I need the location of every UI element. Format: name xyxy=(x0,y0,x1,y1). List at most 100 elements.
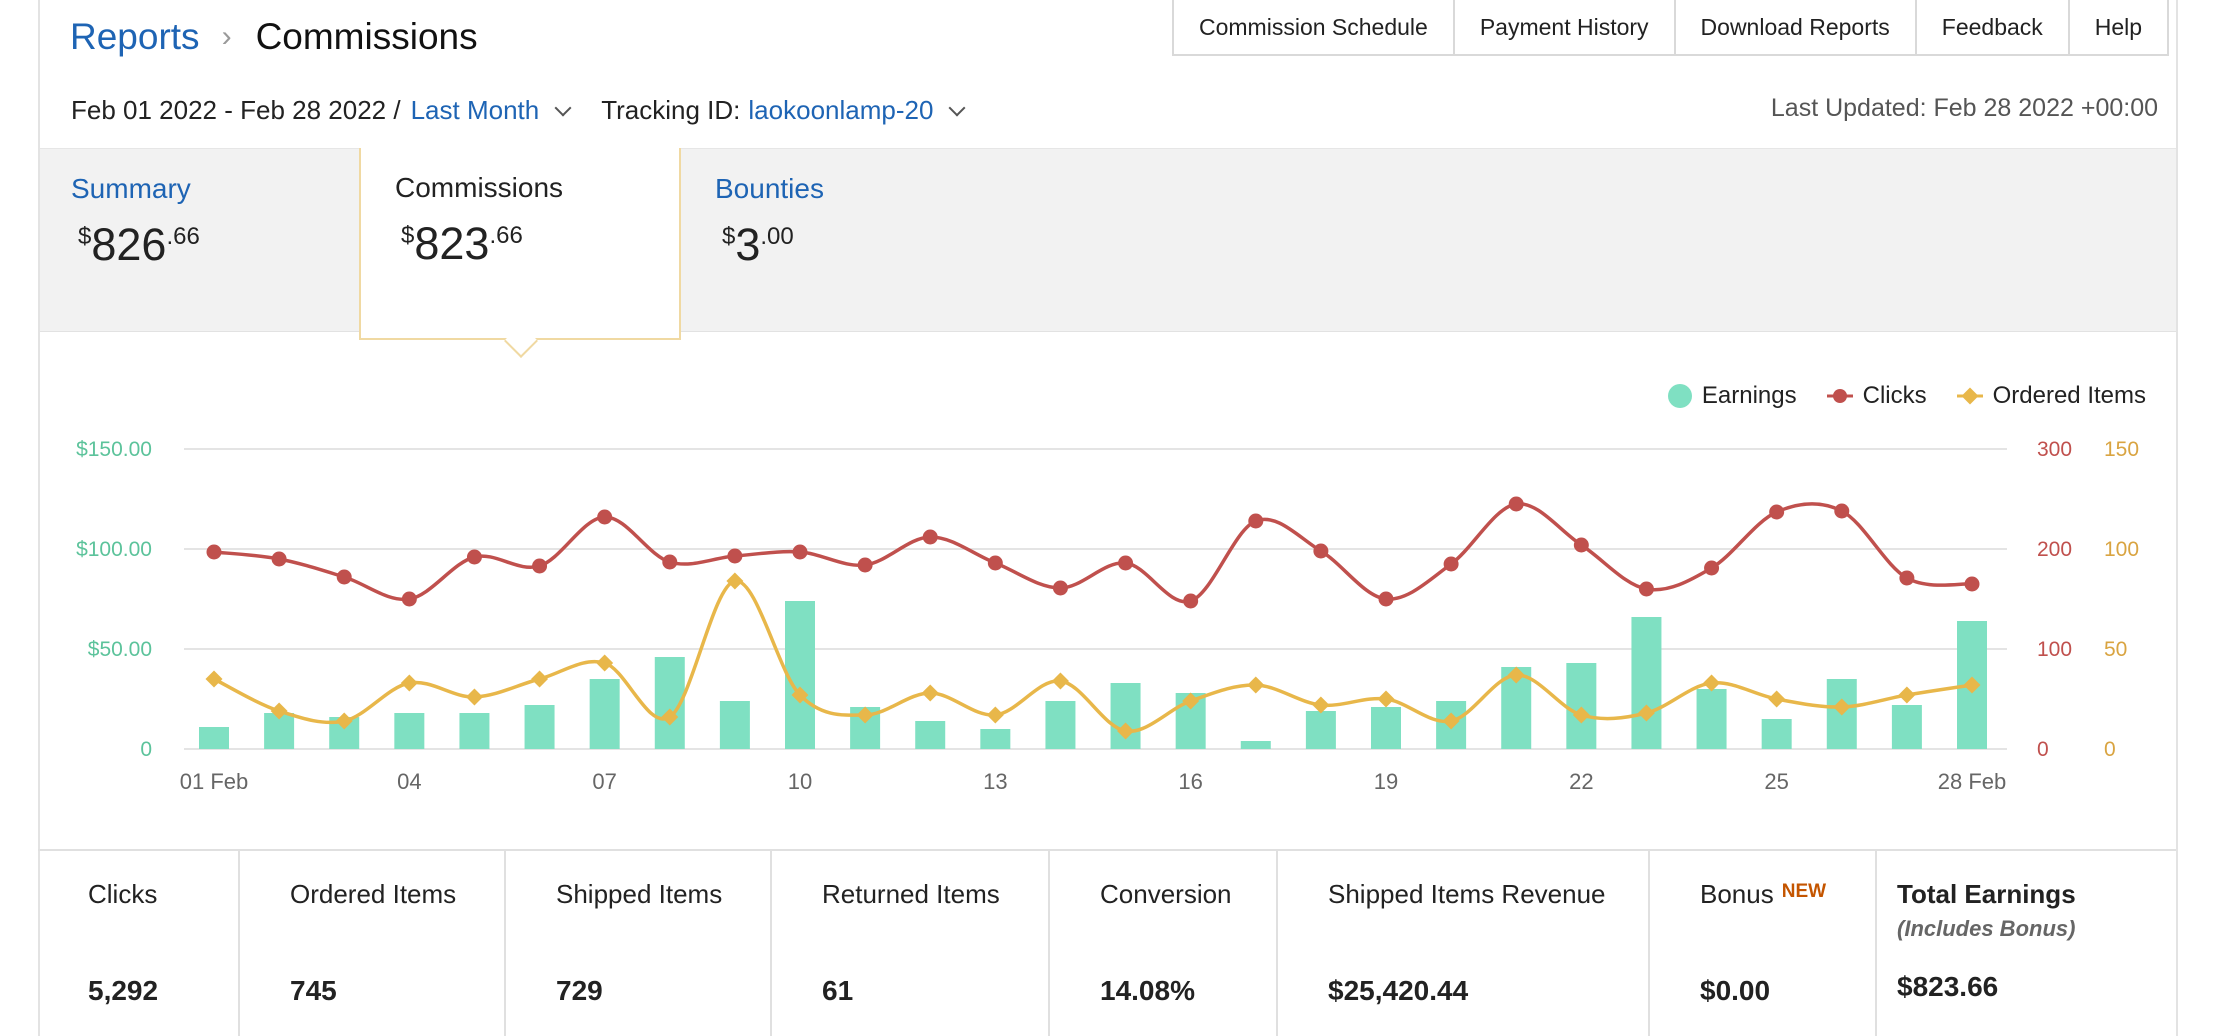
ordered-items-point xyxy=(335,712,353,730)
nav-help[interactable]: Help xyxy=(2094,13,2143,40)
ordered-items-point xyxy=(1312,696,1330,714)
legend-clicks[interactable]: Clicks xyxy=(1826,382,1927,410)
clicks-point xyxy=(1313,543,1329,559)
ordered-items-point xyxy=(1703,674,1721,692)
ordered-items-point xyxy=(1572,706,1590,724)
y-right-clicks-tick-label: 0 xyxy=(2037,738,2049,761)
legend-ordered-label: Ordered Items xyxy=(1992,382,2146,409)
ordered-items-point xyxy=(791,686,809,704)
last-updated: Last Updated: Feb 28 2022 +00:00 xyxy=(1770,94,2158,122)
ordered-items-point xyxy=(531,670,549,688)
nav-download-reports[interactable]: Download Reports xyxy=(1676,0,1917,54)
earnings-bar xyxy=(785,601,815,749)
stat-ordered-items: Ordered Items 745 xyxy=(240,851,506,1036)
x-tick-label: 25 xyxy=(1764,769,1788,794)
ordered-items-point xyxy=(1117,722,1135,740)
x-tick-label: 13 xyxy=(983,769,1007,794)
ordered-items-point xyxy=(465,688,483,706)
stat-clicks: Clicks 5,292 xyxy=(38,851,240,1036)
ordered-items-point xyxy=(1442,712,1460,730)
legend-ordered-items[interactable]: Ordered Items xyxy=(1956,382,2146,410)
earnings-bar xyxy=(394,713,425,749)
ordered-items-point xyxy=(1377,690,1395,708)
x-tick-label: 04 xyxy=(397,769,421,794)
new-badge: NEW xyxy=(1781,881,1827,902)
legend-ordered-marker xyxy=(1956,387,1983,405)
stat-label: Ordered Items xyxy=(290,879,457,909)
stat-label: Shipped Items Revenue xyxy=(1328,879,1606,909)
clicks-point xyxy=(206,544,222,560)
x-tick-label: 07 xyxy=(592,769,616,794)
commissions-chart: 0 0 0 $50.00 100 50 $100.00 200 100 $150.00 300 150… xyxy=(76,438,2139,794)
ordered-items-point xyxy=(1768,690,1786,708)
clicks-point xyxy=(1573,537,1589,553)
earnings-bar xyxy=(1240,741,1271,749)
stat-value: 5,292 xyxy=(88,975,159,1006)
date-preset-dropdown[interactable]: Last Month xyxy=(410,95,540,125)
ordered-items-point xyxy=(400,674,418,692)
tracking-id-dropdown[interactable]: laokoonlamp-20 xyxy=(748,95,934,125)
stat-label: Shipped Items xyxy=(556,879,723,909)
tab-summary-label[interactable]: Summary xyxy=(71,173,191,204)
ordered-items-point xyxy=(1247,676,1265,694)
nav-feedback[interactable]: Feedback xyxy=(1917,0,2070,54)
nav-payment-history[interactable]: Payment History xyxy=(1455,0,1676,54)
clicks-point xyxy=(597,509,613,525)
clicks-point xyxy=(1964,576,1980,592)
earnings-bar xyxy=(1696,689,1727,749)
stat-conversion: Conversion 14.08% xyxy=(1050,851,1278,1036)
earnings-bar xyxy=(1891,705,1922,749)
clicks-point xyxy=(532,558,548,574)
x-tick-label: 10 xyxy=(788,769,812,794)
breadcrumb-reports-link[interactable]: Reports xyxy=(70,16,200,57)
clicks-point xyxy=(1899,570,1915,586)
stat-label: Conversion xyxy=(1100,879,1232,909)
earnings-bar xyxy=(1045,701,1076,749)
earnings-bar xyxy=(1631,617,1662,749)
tab-bounties-amount: $3.00 xyxy=(722,219,794,270)
y-left-tick-label: 0 xyxy=(140,738,152,761)
y-right-clicks-tick-label: 200 xyxy=(2037,538,2072,561)
ordered-items-point xyxy=(596,654,614,672)
nav-commission-schedule[interactable]: Commission Schedule xyxy=(1174,0,1455,54)
stat-value: 729 xyxy=(556,975,603,1006)
y-left-tick-label: $100.00 xyxy=(76,538,152,561)
stat-value: $0.00 xyxy=(1700,975,1771,1006)
clicks-point xyxy=(1834,503,1850,519)
legend-earnings[interactable]: Earnings xyxy=(1667,382,1797,410)
stat-label: Total Earnings xyxy=(1897,879,2076,909)
y-right-clicks-tick-label: 100 xyxy=(2037,638,2072,661)
top-nav: Commission Schedule Payment History Down… xyxy=(1172,0,2170,56)
ordered-items-point xyxy=(205,670,223,688)
clicks-point xyxy=(1248,513,1264,529)
clicks-point xyxy=(1769,504,1785,520)
tab-commissions-amount: $823.66 xyxy=(401,218,523,269)
clicks-point xyxy=(987,555,1003,571)
earnings-bar xyxy=(915,721,946,749)
legend-earnings-label: Earnings xyxy=(1701,382,1797,409)
y-right-ordered-tick-label: 100 xyxy=(2104,538,2139,561)
ordered-items-point xyxy=(1637,704,1655,722)
legend-earnings-marker xyxy=(1667,384,1692,408)
chart-legend: Earnings Clicks Ordered Items xyxy=(1638,382,2146,410)
clicks-point xyxy=(727,548,743,564)
date-range-text: Feb 01 2022 - Feb 28 2022 / xyxy=(71,95,401,125)
clicks-point xyxy=(1378,591,1394,607)
breadcrumb: Reports › Commissions xyxy=(70,16,478,58)
x-tick-label: 28 Feb xyxy=(1938,769,2007,794)
ordered-items-point xyxy=(661,708,679,726)
ordered-items-point xyxy=(1833,698,1851,716)
clicks-point xyxy=(1052,580,1068,596)
page-title: Commissions xyxy=(255,16,478,57)
tab-bounties-label[interactable]: Bounties xyxy=(715,173,824,204)
stat-value: 14.08% xyxy=(1100,975,1195,1006)
ordered-items-point xyxy=(726,572,744,590)
earnings-bar xyxy=(1566,663,1597,749)
ordered-items-point xyxy=(1898,686,1916,704)
stat-returned-items: Returned Items 61 xyxy=(772,851,1050,1036)
earnings-bar xyxy=(1761,719,1792,749)
y-left-tick-label: $150.00 xyxy=(76,438,152,461)
tab-commissions[interactable]: Commissions $823.66 xyxy=(359,148,681,340)
stat-total-earnings: Total Earnings (Includes Bonus) $823.66 xyxy=(1877,851,2176,1036)
earnings-bar xyxy=(199,727,229,749)
